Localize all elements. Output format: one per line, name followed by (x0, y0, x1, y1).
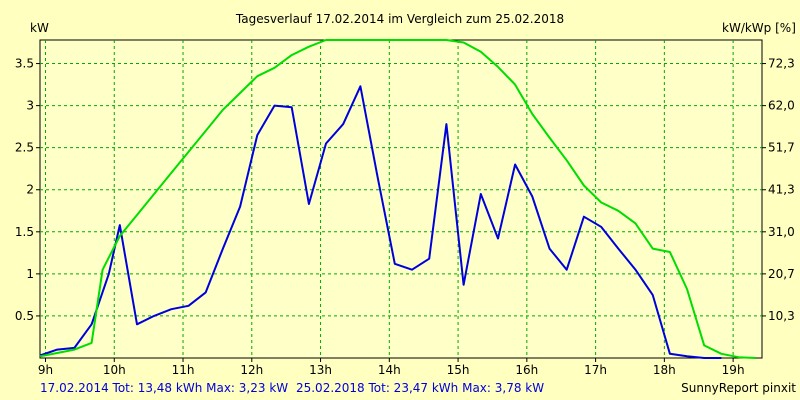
y-tick-label-right: 72,3 (768, 57, 795, 71)
x-tick-label: 9h (38, 363, 53, 377)
y-tick-label-left: 1 (26, 267, 34, 281)
chart-title: Tagesverlauf 17.02.2014 im Vergleich zum… (235, 12, 564, 26)
y-tick-label-left: 3.5 (15, 57, 34, 71)
y-tick-label-right: 41,3 (768, 183, 795, 197)
y-tick-label-left: 0.5 (15, 309, 34, 323)
footer-summary: 17.02.2014 Tot: 13,48 kWh Max: 3,23 kW 2… (40, 381, 544, 395)
y-tick-label-left: 2 (26, 183, 34, 197)
green-series-summary: 25.02.2018 Tot: 23,47 kWh Max: 3,78 kW (296, 381, 544, 395)
plot-area (39, 39, 763, 359)
series-lines (39, 39, 756, 359)
blue-series-summary: 17.02.2014 Tot: 13,48 kWh Max: 3,23 kW (40, 381, 288, 395)
y-tick-label-left: 3 (26, 99, 34, 113)
x-tick-label: 12h (240, 363, 263, 377)
y-axis-label-left: kW (30, 21, 49, 35)
x-tick-label: 19h (722, 363, 745, 377)
x-tick-label: 14h (378, 363, 401, 377)
grid-lines (40, 40, 762, 358)
y-tick-label-left: 1.5 (15, 225, 34, 239)
x-tick-label: 11h (172, 363, 195, 377)
credit-text: SunnyReport pinxit (681, 381, 796, 395)
y-tick-label-right: 51,7 (768, 141, 795, 155)
x-tick-label: 10h (103, 363, 126, 377)
x-tick-label: 16h (515, 363, 538, 377)
y-tick-label-right: 62,0 (768, 99, 795, 113)
y-tick-label-right: 20,7 (768, 267, 795, 281)
y-axis-label-right: kW/kWp [%] (722, 21, 796, 35)
series-line-0 (39, 85, 722, 359)
x-tick-label: 17h (584, 363, 607, 377)
series-line-1 (39, 39, 756, 359)
x-tick-label: 15h (447, 363, 470, 377)
x-tick-label: 13h (309, 363, 332, 377)
x-tick-label: 18h (653, 363, 676, 377)
axis-ticks: 9h 10h 11h 12h 13h 14h 15h 16h 17h 18h 19h 0.5 1 1.5 2… (15, 57, 795, 377)
y-tick-label-right: 31,0 (768, 225, 795, 239)
y-tick-label-right: 10,3 (768, 309, 795, 323)
y-tick-label-left: 2.5 (15, 141, 34, 155)
